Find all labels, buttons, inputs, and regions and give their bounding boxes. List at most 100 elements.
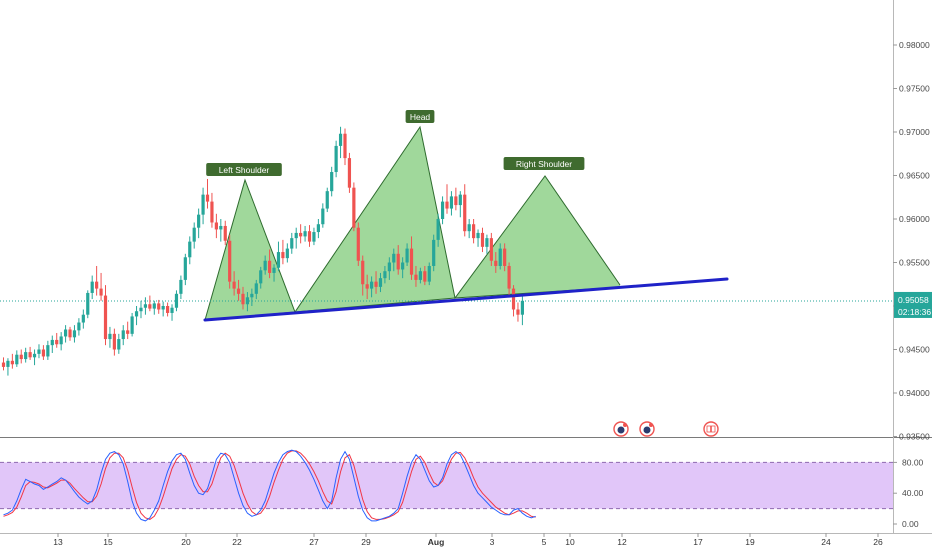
candle-body (63, 329, 68, 337)
time-tick-label: 29 (361, 537, 371, 547)
candle-body (299, 232, 303, 237)
candle-body (480, 232, 485, 247)
candle-body (507, 265, 511, 289)
candle-body (77, 322, 81, 331)
candle-body (37, 349, 41, 354)
candle-body (325, 191, 329, 209)
candle-body (108, 333, 112, 340)
price-tick-label: 0.96000 (899, 214, 930, 224)
candle-body (294, 232, 298, 239)
dividends-icon-dot (623, 423, 627, 427)
candle-body (170, 307, 174, 313)
time-tick-label: 3 (490, 537, 495, 547)
candle-body (432, 239, 436, 266)
candle-body (214, 222, 218, 230)
candle-body (1, 362, 6, 367)
current-price-tag (894, 291, 932, 318)
label-right-shoulder-bg (503, 157, 585, 170)
candle-body (174, 293, 179, 308)
candle-body (99, 288, 103, 296)
time-tick-label: 27 (309, 537, 319, 547)
candle-body (516, 309, 520, 315)
candle-body (72, 330, 77, 338)
candle-body (134, 311, 139, 317)
candle-body (272, 267, 276, 273)
candle-body (418, 271, 422, 280)
candle-body (241, 293, 245, 305)
candle-body (245, 297, 250, 305)
candle-body (405, 248, 409, 263)
candle-body (436, 219, 440, 240)
candle-body (55, 339, 59, 345)
candle-body (494, 260, 498, 266)
candle-body (312, 232, 316, 242)
candle-body (210, 201, 214, 223)
label-head: Head (410, 112, 431, 122)
dividends-icon-dot (649, 423, 653, 427)
candle-body (41, 349, 46, 357)
candle-body (281, 252, 285, 259)
time-tick-label: 17 (693, 537, 703, 547)
time-tick-label: 22 (232, 537, 242, 547)
candle-body (130, 316, 134, 334)
candle-body (19, 354, 23, 360)
time-tick-label: 5 (542, 537, 547, 547)
candle-body (343, 133, 347, 159)
time-tick-label: Aug (428, 537, 445, 547)
candle-body (503, 248, 507, 266)
candle-body (179, 279, 183, 294)
candle-body (383, 271, 387, 279)
stoch-band (0, 462, 893, 509)
time-tick-label: 12 (617, 537, 627, 547)
time-tick-label: 19 (745, 537, 755, 547)
candle-body (161, 306, 165, 310)
label-head-bg (405, 110, 435, 123)
candle-body (268, 260, 272, 273)
candle-body (330, 172, 334, 192)
stoch-tick-label: 80.00 (902, 457, 924, 467)
candle-body (427, 265, 431, 282)
candle-body (68, 329, 72, 338)
time-tick-label: 13 (53, 537, 63, 547)
price-tick-label: 0.94500 (899, 345, 930, 355)
label-left-shoulder: Left Shoulder (219, 165, 270, 175)
candle-body (365, 284, 369, 289)
candle-body (32, 353, 37, 358)
candle-body (259, 270, 263, 284)
candle-body (197, 214, 201, 228)
candle-body (414, 274, 418, 280)
candle-body (303, 231, 307, 237)
price-tick-label: 0.95500 (899, 258, 930, 268)
stoch-d-line (3, 450, 536, 520)
candle-body (423, 271, 427, 282)
candle-body (81, 314, 85, 323)
candle-body (378, 278, 383, 287)
candle-body (50, 339, 54, 346)
price-tick-label: 0.98000 (899, 40, 930, 50)
candle-body (409, 248, 414, 275)
stoch-tick-label: 0.00 (902, 519, 919, 529)
candle-body (219, 225, 223, 230)
candle-body (356, 227, 360, 261)
candle-body (15, 354, 19, 365)
candle-body (192, 227, 196, 242)
candle-body (90, 281, 94, 293)
candle-body (498, 248, 502, 266)
candle-body (157, 303, 161, 310)
time-tick-label: 20 (181, 537, 191, 547)
candle-body (59, 336, 63, 345)
pattern-fill (205, 127, 620, 320)
time-tick-label: 10 (565, 537, 575, 547)
candle-body (445, 201, 449, 209)
candle-body (10, 360, 14, 365)
time-tick-label: 26 (873, 537, 883, 547)
candle-body (401, 262, 405, 270)
candle-body (347, 158, 352, 188)
candle-body (440, 201, 445, 219)
candle-body (361, 260, 365, 285)
candle-body (228, 240, 232, 282)
candle-body (321, 208, 325, 225)
